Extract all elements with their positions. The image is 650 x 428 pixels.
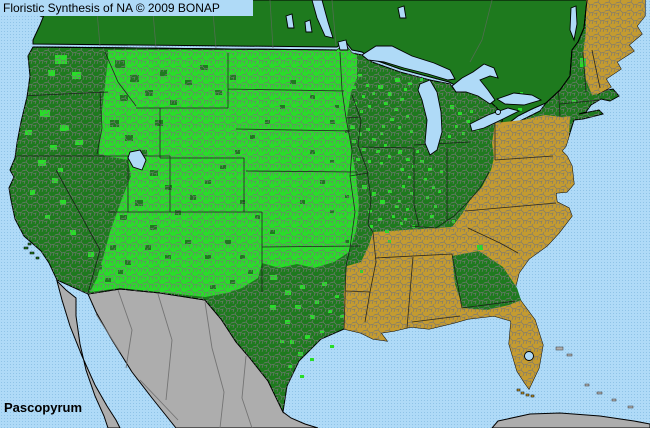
- manitoba-lakes: [285, 5, 407, 51]
- lake-okeechobee: [524, 351, 534, 361]
- map-title: Floristic Synthesis of NA © 2009 BONAP: [3, 1, 220, 15]
- florida-keys: [516, 388, 535, 398]
- lake-ontario: [495, 92, 543, 106]
- bahamas-islands: [555, 346, 634, 409]
- lake-st-clair: [495, 109, 501, 115]
- taxon-label: Pascopyrum: [4, 400, 83, 415]
- lake-michigan: [417, 79, 443, 156]
- cuba-region: [491, 412, 650, 428]
- canada-province-borders: [95, 0, 493, 63]
- lake-winnipeg: [311, 0, 334, 39]
- mexico-state-borders: [95, 289, 253, 428]
- us-outline: [32, 0, 588, 104]
- lake-huron: [451, 63, 499, 105]
- lake-erie: [469, 107, 521, 132]
- state-borders: [15, 49, 601, 331]
- great-salt-lake: [127, 149, 147, 171]
- map-title-bar: Floristic Synthesis of NA © 2009 BONAP: [0, 0, 253, 16]
- lake-champlain: [569, 5, 578, 42]
- channel-islands: [23, 242, 40, 260]
- baja-california-region: [56, 279, 121, 428]
- lake-superior: [361, 45, 456, 81]
